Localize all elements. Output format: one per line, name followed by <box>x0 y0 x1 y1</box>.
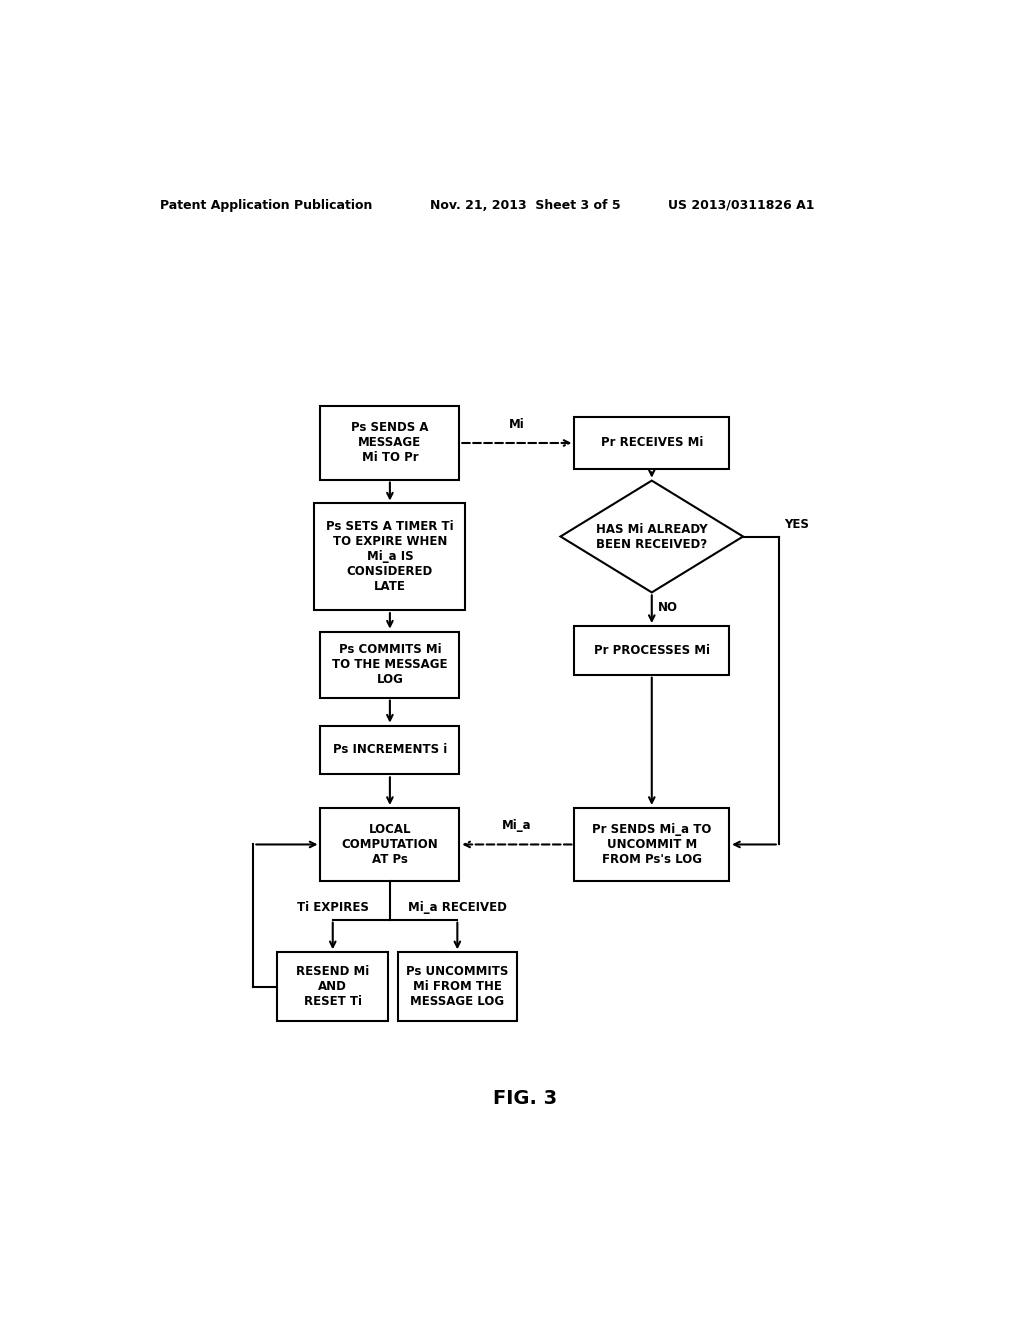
Text: Pr SENDS Mi_a TO
UNCOMMIT M
FROM Ps's LOG: Pr SENDS Mi_a TO UNCOMMIT M FROM Ps's LO… <box>592 822 712 866</box>
Text: Ti EXPIRES: Ti EXPIRES <box>297 900 369 913</box>
Text: Pr RECEIVES Mi: Pr RECEIVES Mi <box>601 437 702 450</box>
Text: Ps SETS A TIMER Ti
TO EXPIRE WHEN
Mi_a IS
CONSIDERED
LATE: Ps SETS A TIMER Ti TO EXPIRE WHEN Mi_a I… <box>326 520 454 593</box>
FancyBboxPatch shape <box>321 726 460 775</box>
FancyBboxPatch shape <box>574 417 729 470</box>
Text: Ps INCREMENTS i: Ps INCREMENTS i <box>333 743 447 756</box>
Text: US 2013/0311826 A1: US 2013/0311826 A1 <box>668 198 814 211</box>
Text: Patent Application Publication: Patent Application Publication <box>160 198 372 211</box>
FancyBboxPatch shape <box>321 631 460 697</box>
Text: YES: YES <box>784 519 809 532</box>
FancyBboxPatch shape <box>321 407 460 479</box>
FancyBboxPatch shape <box>321 808 460 880</box>
Text: Pr PROCESSES Mi: Pr PROCESSES Mi <box>594 644 710 657</box>
Text: Mi_a RECEIVED: Mi_a RECEIVED <box>408 900 507 913</box>
FancyBboxPatch shape <box>574 626 729 675</box>
Text: NO: NO <box>658 601 678 614</box>
Text: Ps UNCOMMITS
Mi FROM THE
MESSAGE LOG: Ps UNCOMMITS Mi FROM THE MESSAGE LOG <box>407 965 509 1008</box>
Text: Mi_a: Mi_a <box>502 820 531 833</box>
Text: Ps SENDS A
MESSAGE
Mi TO Pr: Ps SENDS A MESSAGE Mi TO Pr <box>351 421 429 465</box>
Text: Nov. 21, 2013  Sheet 3 of 5: Nov. 21, 2013 Sheet 3 of 5 <box>430 198 621 211</box>
FancyBboxPatch shape <box>397 952 517 1022</box>
Text: LOCAL
COMPUTATION
AT Ps: LOCAL COMPUTATION AT Ps <box>342 822 438 866</box>
Text: FIG. 3: FIG. 3 <box>493 1089 557 1107</box>
Text: Mi: Mi <box>509 418 524 430</box>
FancyBboxPatch shape <box>278 952 388 1022</box>
Text: HAS Mi ALREADY
BEEN RECEIVED?: HAS Mi ALREADY BEEN RECEIVED? <box>596 523 708 550</box>
Polygon shape <box>560 480 743 593</box>
FancyBboxPatch shape <box>574 808 729 880</box>
Text: Ps COMMITS Mi
TO THE MESSAGE
LOG: Ps COMMITS Mi TO THE MESSAGE LOG <box>332 643 447 686</box>
FancyBboxPatch shape <box>314 503 465 610</box>
Text: RESEND Mi
AND
RESET Ti: RESEND Mi AND RESET Ti <box>296 965 370 1008</box>
